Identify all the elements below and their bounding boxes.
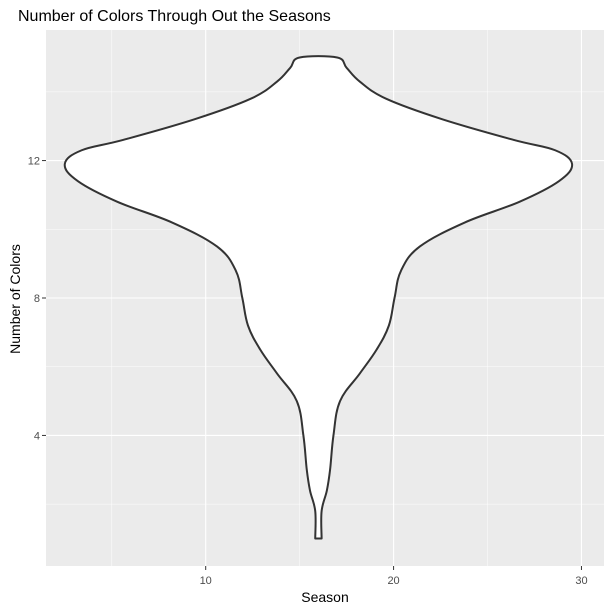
x-tick-label: 20 xyxy=(387,575,399,587)
x-tick-label: 30 xyxy=(575,575,587,587)
y-tick-label: 8 xyxy=(34,293,40,305)
y-axis-title: Number of Colors xyxy=(7,244,23,354)
chart-title: Number of Colors Through Out the Seasons xyxy=(18,8,331,25)
violin-layer xyxy=(63,55,574,540)
y-tick-label: 4 xyxy=(34,430,40,442)
x-tick-label: 10 xyxy=(200,575,212,587)
y-tick-label: 12 xyxy=(28,156,40,168)
violin-shape xyxy=(63,55,574,540)
axis-ticks: 10 20 30 4 8 12 xyxy=(28,156,588,587)
x-axis-title: Season xyxy=(301,589,348,605)
